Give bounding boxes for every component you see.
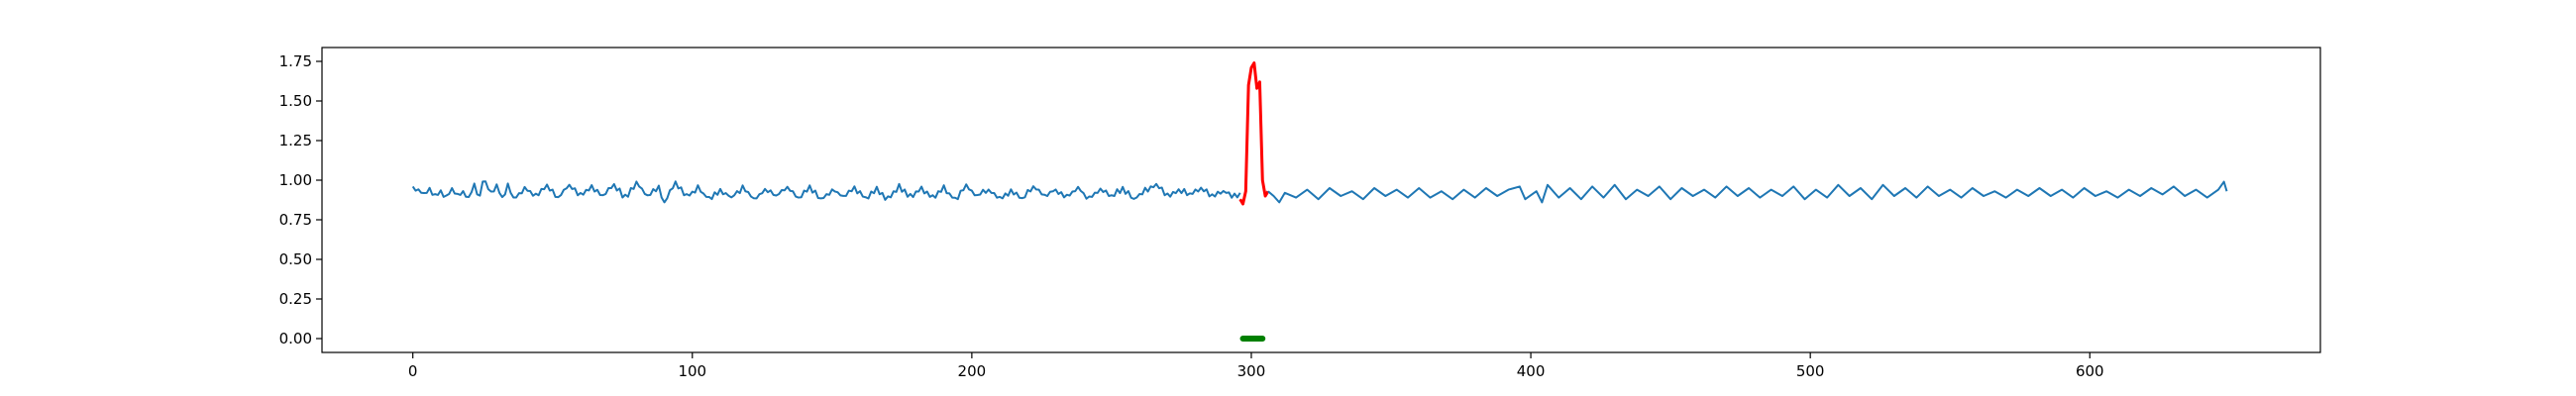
y-tick-label: 1.50 bbox=[279, 92, 312, 110]
y-axis: 0.00 0.25 0.50 0.75 1.00 1.25 1.50 1.75 bbox=[279, 52, 322, 347]
x-axis: 0 100 200 300 400 500 600 bbox=[408, 352, 2104, 380]
plot-frame bbox=[321, 47, 2321, 353]
x-tick-label: 0 bbox=[408, 362, 418, 380]
x-tick-label: 600 bbox=[2076, 362, 2104, 380]
y-tick-label: 0.25 bbox=[279, 290, 312, 308]
y-tick-label: 1.00 bbox=[279, 171, 312, 189]
x-tick-label: 400 bbox=[1517, 362, 1546, 380]
y-tick-label: 1.75 bbox=[279, 52, 312, 70]
y-tick-label: 0.00 bbox=[279, 330, 312, 347]
x-tick-label: 100 bbox=[678, 362, 706, 380]
x-tick-label: 200 bbox=[958, 362, 987, 380]
x-tick-label: 300 bbox=[1237, 362, 1266, 380]
series-layer bbox=[411, 61, 2228, 342]
signal-series-line-0 bbox=[411, 180, 1241, 204]
anomaly-series-line bbox=[1238, 61, 1270, 206]
y-tick-label: 1.25 bbox=[279, 132, 312, 149]
x-tick-label: 500 bbox=[1796, 362, 1825, 380]
signal-series-line-1 bbox=[1267, 180, 2228, 204]
y-tick-label: 0.50 bbox=[279, 250, 312, 268]
y-tick-label: 0.75 bbox=[279, 211, 312, 229]
